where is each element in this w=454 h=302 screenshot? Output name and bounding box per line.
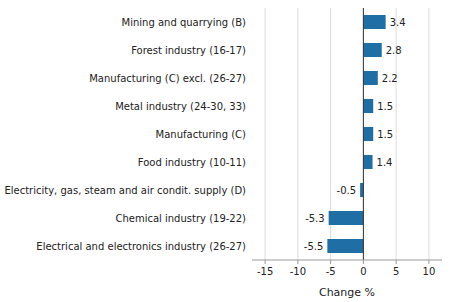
x-tick [265,260,266,264]
zero-line [363,8,364,260]
data-label: -0.5 [337,185,357,196]
x-axis-label: Change % [319,286,375,299]
bar [363,99,373,113]
data-label: 2.2 [382,73,398,84]
data-label: 1.4 [377,157,393,168]
bar [363,15,385,29]
category-label: Mining and quarrying (B) [122,17,247,28]
data-label: -5.5 [304,241,324,252]
bar [329,211,364,225]
x-tick [396,260,397,264]
x-tick [428,260,429,264]
x-tick-label: -15 [257,266,273,277]
x-axis: -15 -10 -5 0 5 10 [252,260,442,277]
bar [363,71,377,85]
category-label: Electrical and electronics industry (26-… [36,241,246,252]
x-tick-label: -10 [290,266,306,277]
grid-line [363,8,364,260]
category-label: Food industry (10-11) [138,157,246,168]
bar [327,239,363,253]
category-label: Chemical industry (19-22) [115,213,246,224]
x-tick [330,260,331,264]
bar [363,43,381,57]
chart: Electrical and electronics industry (26-… [0,0,454,302]
x-axis-line [252,260,442,261]
bar [363,127,373,141]
category-label: Electricity, gas, steam and air condit. … [4,185,246,196]
category-label: Manufacturing (C) [156,129,246,140]
grid-line [265,8,266,260]
x-tick-label: 10 [423,266,436,277]
grid [265,8,429,260]
data-label: 3.4 [390,17,406,28]
x-tick-label: 0 [360,266,366,277]
bar [363,155,372,169]
y-axis-labels: Electrical and electronics industry (26-… [4,17,246,252]
category-label: Manufacturing (C) excl. (26-27) [89,73,246,84]
data-label: 2.8 [386,45,402,56]
data-label: -5.3 [305,213,325,224]
x-tick-label: -5 [326,266,336,277]
grid-line [428,8,429,260]
category-label: Forest industry (16-17) [131,45,246,56]
x-tick [297,260,298,264]
data-label: 1.5 [377,129,393,140]
category-label: Metal industry (24-30, 33) [115,101,246,112]
x-tick [363,260,364,264]
data-label: 1.5 [377,101,393,112]
x-tick-label: 5 [393,266,399,277]
grid-line [297,8,298,260]
data-labels: -5.5 -5.3 -0.5 1.4 1.5 1.5 2.2 2.8 3.4 [304,17,406,252]
